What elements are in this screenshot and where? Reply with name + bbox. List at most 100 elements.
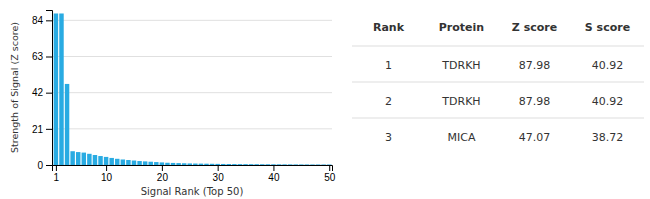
table-cell: 2 [385,95,392,108]
bar [305,164,309,165]
bar [109,158,113,165]
x-tick-mark [162,165,163,171]
x-tick-label: 10 [101,172,113,183]
bar [316,164,320,165]
bar [204,164,208,165]
bar [321,164,325,165]
bar [76,152,80,165]
table-rule [352,118,644,119]
x-tick-mark [56,165,57,171]
bar [288,164,292,165]
bar [199,164,203,165]
bar [254,164,258,165]
bar [176,163,180,165]
y-tick: 21 [32,124,52,135]
x-tick: 40 [268,165,280,183]
bar [271,164,275,165]
x-tick-label: 50 [324,172,336,183]
bar [82,153,86,165]
table-cell: 1 [385,59,392,72]
bar [148,162,152,165]
table-header: Z score [512,21,557,34]
bar [126,160,130,165]
bar [266,164,270,165]
y-tick-label: 84 [32,15,44,26]
bar [165,163,169,165]
x-tick: 1 [54,165,60,183]
table-cell: 38.72 [592,131,624,144]
table-rule [352,46,644,47]
y-axis-line [46,11,53,166]
table-cell: TDRKH [441,59,480,72]
bar [310,164,314,165]
bar [54,13,58,165]
x-tick-mark [273,165,274,171]
y-tick: 42 [32,87,52,98]
table-cell: 40.92 [592,95,624,108]
bar [238,164,242,165]
x-axis-title: Signal Rank (Top 50) [141,186,244,197]
x-axis-line [53,166,333,172]
y-tick-label: 63 [32,51,44,62]
y-tick-mark [46,20,52,21]
y-tick: 0 [37,160,52,171]
x-tick-label: 1 [54,172,60,183]
bar [260,164,264,165]
bar [221,164,225,165]
y-tick-mark [46,165,52,166]
table-cell: MICA [448,131,476,144]
y-axis: 0 21 42 63 84 [32,11,53,171]
y-tick-mark [46,93,52,94]
x-tick-mark [218,165,219,171]
x-tick: 10 [101,165,113,183]
x-tick-label: 40 [268,172,280,183]
bar [171,163,175,165]
bar [277,164,281,165]
table: RankProteinZ scoreS score1TDRKH87.9840.9… [352,21,644,144]
table-cell: 87.98 [519,59,551,72]
bar [282,164,286,165]
bar [215,164,219,165]
bar-chart: 1 10 20 30 40 50 0 21 42 63 84 Signal Rank (Top 50)… [9,11,336,198]
x-tick: 20 [157,165,169,183]
table-cell: 47.07 [519,131,551,144]
y-tick-label: 42 [32,87,44,98]
grid-line [52,56,332,57]
bar [87,154,91,165]
bar [188,163,192,165]
bar [59,13,63,165]
x-tick-mark [329,165,330,171]
table-cell: TDRKH [441,95,480,108]
table-cell: 3 [385,131,392,144]
bar [210,164,214,165]
x-tick-mark [106,165,107,171]
bar [299,164,303,165]
x-tick: 30 [213,165,225,183]
bars [54,13,332,165]
grid-line [52,20,332,21]
x-tick: 50 [324,165,336,183]
table-cell: 40.92 [592,59,624,72]
grid-line [52,92,332,93]
chart-root: 11020304050021426384Signal Rank (Top 50)… [0,0,650,199]
bar [243,164,247,165]
bar [232,164,236,165]
y-tick-mark [46,129,52,130]
table-header: S score [585,21,630,34]
bar [93,155,97,165]
y-tick: 63 [32,51,52,62]
bar [121,159,125,165]
bar [327,164,331,165]
x-tick-label: 20 [157,172,169,183]
grid-line [52,128,332,129]
bar [193,164,197,165]
bar [70,151,74,165]
x-tick-label: 30 [213,172,225,183]
y-tick-label: 0 [37,160,43,171]
bar [294,164,298,165]
y-tick: 84 [32,15,52,26]
table-header: Rank [373,21,405,34]
bar [115,159,119,165]
bar [160,162,164,165]
bar [143,161,147,165]
